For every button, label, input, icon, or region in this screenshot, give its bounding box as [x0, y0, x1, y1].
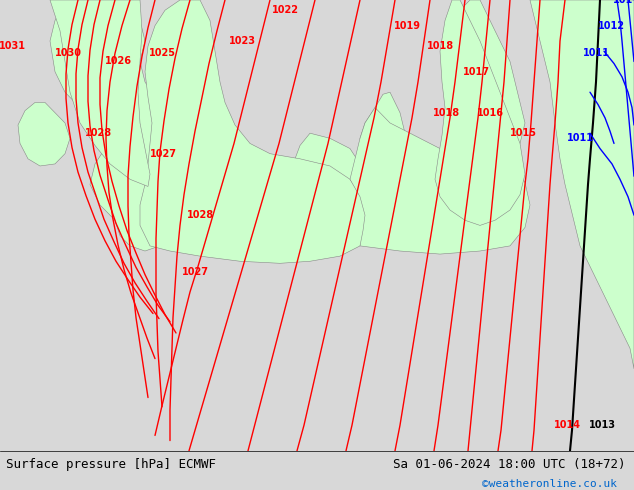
Text: 1011: 1011	[583, 49, 609, 58]
Polygon shape	[18, 102, 70, 166]
Text: 101-: 101-	[613, 0, 634, 5]
Text: Sa 01-06-2024 18:00 UTC (18+72): Sa 01-06-2024 18:00 UTC (18+72)	[393, 458, 626, 471]
Polygon shape	[140, 0, 370, 263]
Text: 1030: 1030	[55, 49, 82, 58]
Text: 1026: 1026	[105, 56, 131, 67]
Text: 1022: 1022	[271, 5, 299, 15]
Polygon shape	[360, 92, 405, 161]
Text: 1019: 1019	[394, 21, 420, 30]
Text: 1015: 1015	[510, 128, 536, 138]
Text: 1027: 1027	[150, 148, 176, 159]
Polygon shape	[350, 108, 530, 254]
Polygon shape	[445, 0, 525, 190]
Text: 1014: 1014	[553, 420, 581, 430]
Polygon shape	[295, 133, 360, 193]
Text: 1017: 1017	[462, 67, 489, 77]
Text: 1016: 1016	[477, 108, 503, 118]
Text: 1025: 1025	[148, 49, 176, 58]
Text: 1018: 1018	[434, 108, 460, 118]
Polygon shape	[435, 0, 525, 225]
Polygon shape	[50, 0, 105, 102]
Text: 1011: 1011	[567, 133, 593, 143]
Text: 1023: 1023	[228, 36, 256, 46]
Text: 1018: 1018	[427, 41, 453, 51]
Text: 1013: 1013	[588, 420, 616, 430]
Text: ©weatheronline.co.uk: ©weatheronline.co.uk	[482, 479, 617, 489]
Polygon shape	[530, 0, 634, 369]
Text: Surface pressure [hPa] ECMWF: Surface pressure [hPa] ECMWF	[6, 458, 216, 471]
Text: 1012: 1012	[597, 21, 624, 30]
Polygon shape	[50, 0, 150, 187]
Text: 1028: 1028	[186, 210, 214, 220]
Text: 1031: 1031	[0, 41, 25, 51]
Polygon shape	[90, 0, 165, 251]
Text: 1027: 1027	[181, 267, 209, 276]
Text: 1028: 1028	[84, 128, 112, 138]
